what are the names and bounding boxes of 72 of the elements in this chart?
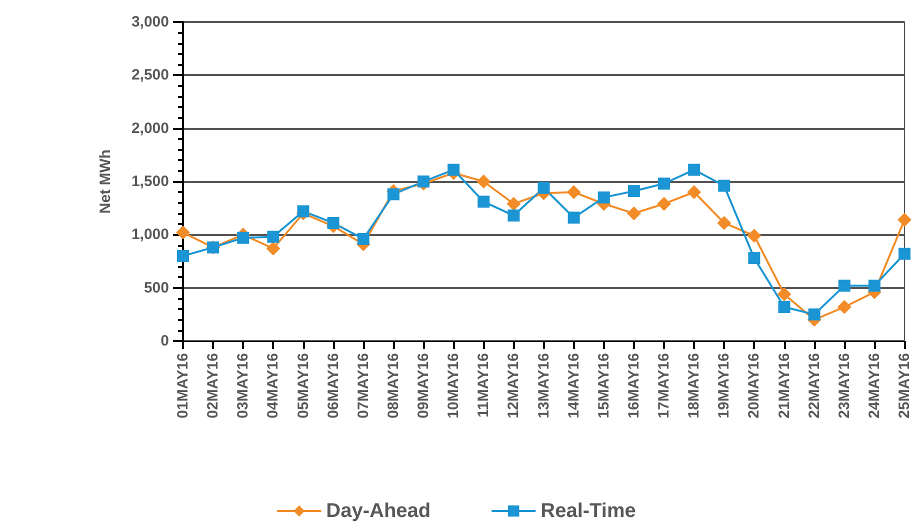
point bbox=[777, 287, 792, 302]
point bbox=[297, 205, 310, 218]
x-tick-label: 10MAY16 bbox=[445, 353, 462, 418]
legend-label: Day-Ahead bbox=[326, 500, 431, 522]
y-tick-label: 1,500 bbox=[131, 173, 169, 190]
x-tick-label: 03MAY16 bbox=[234, 353, 252, 418]
point bbox=[718, 180, 730, 192]
point bbox=[687, 185, 702, 200]
x-tick-label: 17MAY16 bbox=[656, 353, 672, 418]
x-tick-label: 09MAY16 bbox=[415, 353, 432, 418]
x-tick-label: 22MAY16 bbox=[806, 353, 823, 418]
y-tick-label: 0 bbox=[160, 332, 169, 350]
x-tick-label: 08MAY16 bbox=[384, 353, 402, 418]
point bbox=[868, 280, 880, 292]
point bbox=[898, 248, 910, 260]
x-tick-label: 18MAY16 bbox=[686, 353, 703, 418]
point bbox=[657, 196, 671, 211]
point bbox=[808, 308, 820, 320]
x-tick-label: 14MAY16 bbox=[565, 353, 582, 418]
point bbox=[237, 232, 250, 244]
point bbox=[837, 300, 852, 314]
legend-label: Real-Time bbox=[540, 500, 636, 522]
point bbox=[508, 210, 520, 222]
x-tick-label: 13MAY16 bbox=[535, 353, 552, 418]
point bbox=[658, 178, 670, 190]
point bbox=[478, 196, 490, 208]
x-tick-label: 23MAY16 bbox=[836, 353, 853, 418]
point bbox=[628, 185, 640, 198]
point bbox=[838, 280, 850, 292]
point bbox=[177, 250, 189, 262]
point bbox=[176, 226, 190, 240]
point bbox=[506, 196, 521, 211]
y-tick-label: 2,000 bbox=[131, 120, 169, 137]
x-tick-label: 04MAY16 bbox=[264, 353, 282, 418]
point bbox=[418, 176, 430, 188]
y-tick-label: 2,500 bbox=[131, 66, 169, 84]
x-tick-label: 01MAY16 bbox=[174, 353, 192, 418]
point bbox=[267, 230, 280, 243]
point bbox=[476, 174, 491, 188]
x-tick-label: 16MAY16 bbox=[625, 353, 642, 418]
point bbox=[357, 232, 370, 245]
x-tick-label: 11MAY16 bbox=[475, 353, 492, 418]
point bbox=[568, 212, 580, 224]
point bbox=[747, 228, 762, 243]
x-tick-label: 19MAY16 bbox=[716, 353, 733, 418]
x-tick-label: 02MAY16 bbox=[204, 353, 222, 418]
x-tick-label: 15MAY16 bbox=[595, 353, 612, 418]
y-axis-title: Net MWh bbox=[97, 149, 114, 214]
x-tick-label: 06MAY16 bbox=[324, 353, 342, 418]
point bbox=[778, 300, 790, 313]
point bbox=[566, 185, 581, 200]
point bbox=[626, 206, 641, 220]
point bbox=[327, 216, 340, 229]
point bbox=[266, 241, 280, 256]
x-tick-label: 21MAY16 bbox=[776, 353, 793, 418]
point bbox=[748, 252, 760, 264]
x-tick-label: 20MAY16 bbox=[746, 353, 763, 418]
y-tick-label: 1,000 bbox=[131, 226, 169, 244]
point bbox=[387, 188, 400, 200]
x-tick-label: 05MAY16 bbox=[294, 353, 312, 418]
x-tick-label: 12MAY16 bbox=[505, 353, 522, 418]
point bbox=[717, 216, 732, 230]
y-tick-label: 3,000 bbox=[131, 14, 169, 30]
x-tick-label: 07MAY16 bbox=[354, 353, 372, 418]
y-tick-label: 500 bbox=[144, 279, 169, 296]
x-tick-label: 24MAY16 bbox=[866, 353, 883, 418]
point bbox=[448, 164, 460, 176]
x-tick-label: 25MAY16 bbox=[896, 353, 912, 418]
point bbox=[898, 212, 912, 227]
point bbox=[598, 191, 610, 204]
point bbox=[538, 182, 550, 194]
point bbox=[688, 164, 700, 176]
